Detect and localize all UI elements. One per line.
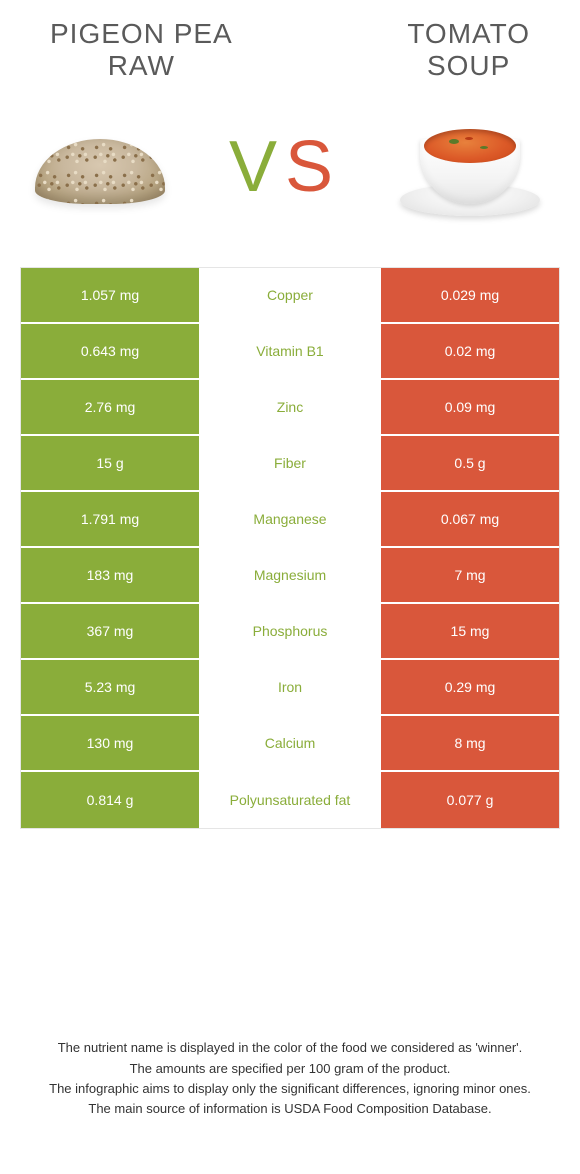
right-value-cell: 0.067 mg bbox=[379, 492, 559, 546]
nutrient-label-cell: Fiber bbox=[201, 436, 379, 490]
table-row: 130 mgCalcium8 mg bbox=[21, 716, 559, 772]
pigeon-pea-icon bbox=[25, 122, 175, 212]
nutrient-label-cell: Polyunsaturated fat bbox=[201, 772, 379, 828]
nutrient-label-cell: Manganese bbox=[201, 492, 379, 546]
tomato-soup-icon bbox=[395, 112, 545, 222]
nutrient-label-cell: Vitamin B1 bbox=[201, 324, 379, 378]
table-row: 0.643 mgVitamin B10.02 mg bbox=[21, 324, 559, 380]
nutrient-label-cell: Iron bbox=[201, 660, 379, 714]
left-value-cell: 130 mg bbox=[21, 716, 201, 770]
footnote-line: The nutrient name is displayed in the co… bbox=[30, 1038, 550, 1058]
left-value-cell: 1.057 mg bbox=[21, 268, 201, 322]
table-row: 183 mgMagnesium7 mg bbox=[21, 548, 559, 604]
right-value-cell: 15 mg bbox=[379, 604, 559, 658]
nutrient-label-cell: Phosphorus bbox=[201, 604, 379, 658]
vs-v: V bbox=[229, 127, 285, 207]
right-value-cell: 0.029 mg bbox=[379, 268, 559, 322]
right-value-cell: 0.09 mg bbox=[379, 380, 559, 434]
table-row: 1.791 mgManganese0.067 mg bbox=[21, 492, 559, 548]
footnote-line: The infographic aims to display only the… bbox=[30, 1079, 550, 1099]
left-value-cell: 5.23 mg bbox=[21, 660, 201, 714]
left-value-cell: 0.814 g bbox=[21, 772, 201, 828]
table-row: 1.057 mgCopper0.029 mg bbox=[21, 268, 559, 324]
right-value-cell: 0.077 g bbox=[379, 772, 559, 828]
left-food-image bbox=[20, 107, 180, 227]
table-row: 2.76 mgZinc0.09 mg bbox=[21, 380, 559, 436]
table-row: 367 mgPhosphorus15 mg bbox=[21, 604, 559, 660]
left-value-cell: 1.791 mg bbox=[21, 492, 201, 546]
left-value-cell: 15 g bbox=[21, 436, 201, 490]
nutrient-label-cell: Magnesium bbox=[201, 548, 379, 602]
right-value-cell: 0.02 mg bbox=[379, 324, 559, 378]
table-row: 0.814 gPolyunsaturated fat0.077 g bbox=[21, 772, 559, 828]
nutrient-label-cell: Copper bbox=[201, 268, 379, 322]
vs-label: VS bbox=[229, 126, 341, 208]
footnote-line: The amounts are specified per 100 gram o… bbox=[30, 1059, 550, 1079]
right-food-image bbox=[390, 107, 550, 227]
table-row: 5.23 mgIron0.29 mg bbox=[21, 660, 559, 716]
footnotes: The nutrient name is displayed in the co… bbox=[0, 1038, 580, 1119]
left-value-cell: 183 mg bbox=[21, 548, 201, 602]
nutrient-table: 1.057 mgCopper0.029 mg0.643 mgVitamin B1… bbox=[20, 267, 560, 829]
nutrient-label-cell: Zinc bbox=[201, 380, 379, 434]
right-value-cell: 7 mg bbox=[379, 548, 559, 602]
right-value-cell: 8 mg bbox=[379, 716, 559, 770]
left-value-cell: 367 mg bbox=[21, 604, 201, 658]
left-value-cell: 2.76 mg bbox=[21, 380, 201, 434]
left-food-title: PIGEON PEA RAW bbox=[50, 18, 233, 82]
right-value-cell: 0.29 mg bbox=[379, 660, 559, 714]
images-row: VS bbox=[0, 82, 580, 267]
nutrient-label-cell: Calcium bbox=[201, 716, 379, 770]
right-value-cell: 0.5 g bbox=[379, 436, 559, 490]
left-value-cell: 0.643 mg bbox=[21, 324, 201, 378]
table-row: 15 gFiber0.5 g bbox=[21, 436, 559, 492]
right-food-title: TOMATO SOUP bbox=[407, 18, 530, 82]
footnote-line: The main source of information is USDA F… bbox=[30, 1099, 550, 1119]
header: PIGEON PEA RAW TOMATO SOUP bbox=[0, 0, 580, 82]
vs-s: S bbox=[285, 127, 341, 207]
